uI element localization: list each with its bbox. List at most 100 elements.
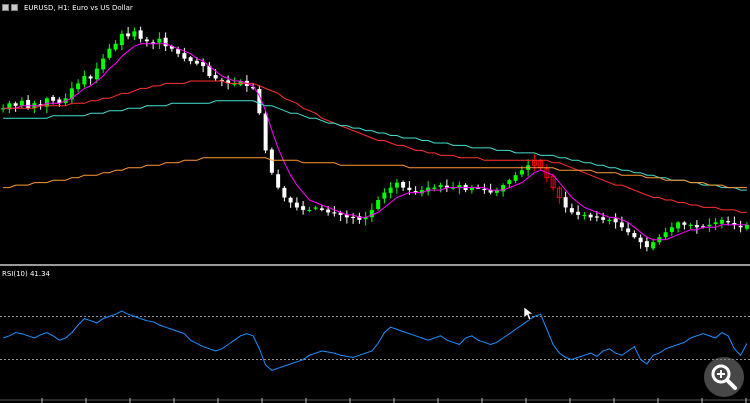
candle — [707, 218, 712, 233]
candle — [488, 183, 493, 195]
candle — [232, 77, 237, 87]
candle — [269, 147, 274, 175]
candle — [563, 191, 568, 213]
candle — [413, 186, 418, 195]
candle — [307, 206, 312, 213]
candle — [294, 197, 299, 211]
main-price-pane — [1, 26, 749, 252]
candle — [369, 203, 374, 222]
candle — [76, 79, 81, 93]
candle — [632, 230, 637, 239]
candle — [301, 201, 306, 215]
candle — [663, 227, 668, 240]
rsi-indicator-label: RSI(10) 41.34 — [2, 270, 51, 278]
candle — [57, 97, 62, 107]
candle — [313, 205, 318, 211]
candle — [263, 111, 268, 154]
candle — [394, 178, 399, 194]
candle — [219, 77, 224, 87]
window-icon — [2, 4, 20, 11]
candle — [207, 62, 212, 78]
candle — [107, 43, 112, 60]
candle — [507, 178, 512, 189]
candle — [469, 184, 474, 194]
candle — [344, 210, 349, 224]
candle — [494, 187, 499, 197]
candle — [732, 216, 737, 230]
candle — [550, 173, 556, 191]
candle — [138, 26, 143, 43]
candle — [556, 186, 562, 204]
candle — [401, 180, 406, 191]
ma-long-line — [3, 157, 747, 189]
candle — [226, 75, 231, 90]
candle — [363, 211, 368, 226]
candle — [257, 85, 262, 115]
candle — [319, 205, 324, 212]
candle — [638, 234, 643, 249]
candle — [63, 93, 68, 106]
candle — [726, 216, 731, 226]
candle — [569, 203, 574, 215]
candle — [676, 221, 681, 233]
candle — [332, 206, 337, 217]
candle — [82, 70, 87, 88]
candle — [238, 79, 243, 87]
candle — [482, 183, 487, 194]
candle — [276, 169, 281, 190]
candle — [426, 181, 431, 196]
zoom-button[interactable] — [704, 357, 744, 397]
candle — [419, 185, 424, 197]
candle — [682, 221, 687, 230]
time-axis — [0, 398, 750, 403]
candle — [188, 56, 193, 65]
candle — [26, 95, 31, 110]
candle — [282, 186, 287, 202]
candle — [157, 32, 162, 49]
candle — [376, 196, 381, 211]
candle — [582, 211, 587, 220]
candle — [438, 182, 443, 193]
magnifier-plus-icon — [711, 364, 737, 390]
candle — [719, 216, 724, 229]
candle — [144, 36, 149, 47]
candle — [588, 212, 593, 221]
candle — [651, 238, 656, 251]
candle — [576, 205, 581, 220]
candle — [626, 222, 631, 236]
candle — [44, 96, 49, 114]
candle — [694, 220, 699, 234]
candle — [119, 30, 124, 51]
candle — [688, 223, 693, 229]
candle — [288, 196, 293, 208]
rsi-pane — [0, 306, 750, 371]
candle — [163, 32, 168, 51]
candle — [451, 181, 456, 191]
candle — [388, 182, 393, 199]
candle — [738, 220, 743, 233]
candle — [113, 40, 118, 52]
candle — [607, 217, 612, 225]
candle — [713, 217, 718, 231]
candle — [513, 172, 518, 184]
candle — [7, 100, 12, 114]
candle — [13, 101, 18, 112]
candle — [357, 212, 362, 224]
candle — [19, 97, 24, 109]
chart-title: EURUSD, H1: Euro vs US Dollar — [24, 4, 133, 12]
candle — [613, 213, 618, 229]
candle — [669, 222, 674, 236]
ma-medium-line — [3, 80, 747, 213]
candle — [382, 188, 387, 204]
candle — [101, 54, 106, 73]
candle — [32, 100, 37, 114]
candle — [619, 216, 624, 231]
candle — [38, 100, 43, 110]
candle — [644, 236, 649, 252]
candle — [476, 184, 481, 189]
ma-slow-line — [3, 100, 747, 191]
mouse-cursor-icon — [523, 306, 534, 321]
rsi-line — [2, 310, 748, 371]
candle — [69, 81, 74, 103]
